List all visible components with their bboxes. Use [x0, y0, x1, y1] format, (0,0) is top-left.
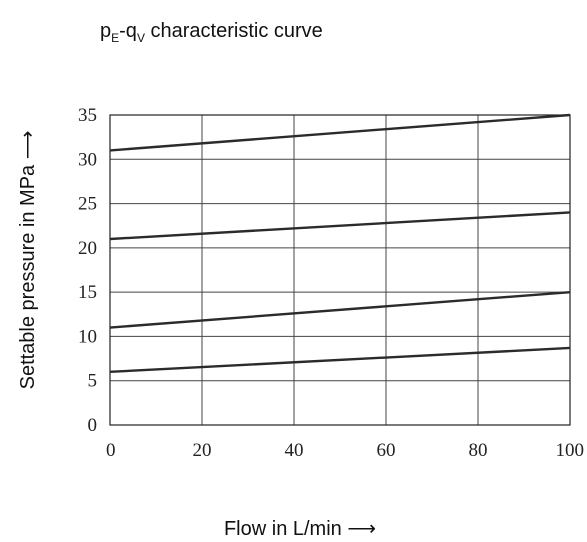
- y-axis-label: Settable pressure in MPa ⟶: [17, 131, 39, 390]
- tick-labels: 0 20 40 60 80 100 0 5 10 15 20 25 30 35: [78, 105, 584, 461]
- y-tick-label: 10: [78, 326, 97, 347]
- series-line: [109, 346, 571, 374]
- y-tick-label: 25: [78, 194, 97, 215]
- y-tick-label: 5: [88, 371, 98, 392]
- y-tick-label: 20: [78, 238, 97, 259]
- y-tick-label: 0: [88, 415, 98, 436]
- x-tick-label: 80: [469, 440, 488, 461]
- x-tick-label: 100: [556, 440, 585, 461]
- chart-title: pE-qV characteristic curve: [100, 20, 323, 45]
- grid: [109, 114, 571, 426]
- y-tick-label: 15: [78, 282, 97, 303]
- y-tick-label: 30: [78, 149, 97, 170]
- series-line: [109, 113, 571, 152]
- data-series-group: [109, 113, 571, 374]
- x-tick-label: 40: [285, 440, 304, 461]
- x-tick-label: 0: [106, 440, 116, 461]
- x-tick-label: 20: [193, 440, 212, 461]
- y-tick-label: 35: [78, 105, 97, 126]
- series-line: [109, 290, 571, 329]
- plot-frame: [109, 114, 571, 426]
- x-tick-label: 60: [377, 440, 396, 461]
- x-axis-label: Flow in L/min ⟶: [224, 518, 376, 540]
- series-line: [109, 211, 571, 241]
